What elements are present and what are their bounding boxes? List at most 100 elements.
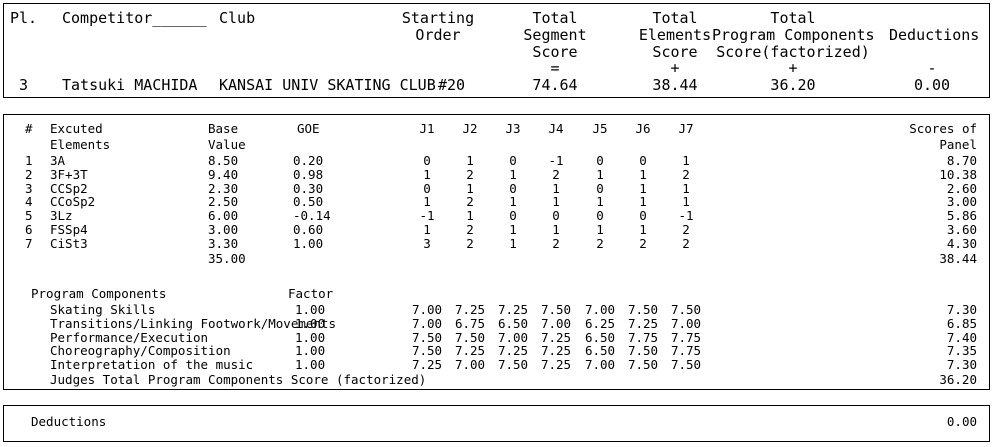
element-judge-score-j5: 0 <box>596 208 604 224</box>
element-judge-score-j6: 0 <box>639 208 647 224</box>
tes-label-3: Score <box>652 43 698 61</box>
program-component-judge-score-j5: 7.00 <box>584 357 616 373</box>
program-component-judge-score-j5: 6.50 <box>584 343 616 359</box>
element-judge-score-j2: 1 <box>466 208 474 224</box>
program-component-judge-score-j4: 7.00 <box>540 315 572 331</box>
element-panel-score: 10.38 <box>939 166 977 182</box>
program-component-judge-score-j7: 7.50 <box>670 357 702 373</box>
element-judge-score-j3: 1 <box>509 166 517 182</box>
element-number: 1 <box>25 153 33 168</box>
program-component-judge-score-j4: 7.25 <box>540 343 572 359</box>
element-goe: 0.30 <box>293 180 324 196</box>
program-component-judge-score-j1: 7.00 <box>411 302 443 317</box>
program-component-name: Skating Skills <box>50 302 156 317</box>
element-judge-score-j5: 0 <box>596 180 604 196</box>
program-component-judge-score-j6: 7.50 <box>627 357 659 373</box>
judges-total-pcs-label: Judges Total Program Components Score (f… <box>50 372 427 387</box>
program-component-name: Performance/Execution <box>50 329 209 345</box>
element-judge-score-j4: -1 <box>548 153 564 168</box>
deductions-box-label: Deductions <box>31 414 107 429</box>
element-base-value: 2.50 <box>208 194 239 210</box>
program-component-judge-score-j7: 7.00 <box>670 315 702 331</box>
element-judge-score-j7: 2 <box>682 235 690 251</box>
program-component-judge-score-j5: 6.50 <box>584 329 616 345</box>
pcs-label-3: Score(factorized) <box>716 43 870 61</box>
element-judge-score-j6: 1 <box>639 180 647 196</box>
program-component-factor: 1.00 <box>295 343 326 359</box>
element-judge-score-j4: 1 <box>552 194 560 210</box>
element-judge-score-j3: 0 <box>509 153 517 168</box>
place-label: Pl. <box>10 9 38 27</box>
element-number: 7 <box>25 235 33 251</box>
element-goe: -0.14 <box>293 208 331 224</box>
competitor-label: Competitor______ <box>62 9 207 27</box>
element-number: 6 <box>25 222 33 237</box>
base-value-total: 35.00 <box>208 251 246 266</box>
tss-label-1: Total <box>532 9 578 27</box>
pcs-label-1: Total <box>770 9 816 27</box>
program-components-title: Program Components <box>31 286 167 301</box>
element-code: CCoSp2 <box>50 194 96 210</box>
element-judge-score-j6: 2 <box>639 235 647 251</box>
scores-of-panel-header-1: Scores of <box>909 121 977 136</box>
element-judge-score-j7: 2 <box>682 222 690 237</box>
deductions-minus-sign: - <box>927 59 937 77</box>
program-component-panel-score: 7.30 <box>946 357 977 373</box>
element-code: FSSp4 <box>50 222 88 237</box>
element-judge-score-j2: 2 <box>466 166 474 182</box>
element-code: 3A <box>50 153 66 168</box>
tss-label-3: Score <box>532 43 578 61</box>
element-judge-score-j4: 0 <box>552 208 560 224</box>
element-judge-score-j5: 1 <box>596 166 604 182</box>
program-component-judge-score-j6: 7.75 <box>627 329 659 345</box>
element-judge-score-j5: 1 <box>596 222 604 237</box>
element-judge-score-j3: 1 <box>509 222 517 237</box>
program-component-judge-score-j2: 7.00 <box>454 357 486 373</box>
element-code: CCSp2 <box>50 180 88 196</box>
elements-score-total: 38.44 <box>939 251 977 266</box>
element-judge-score-j1: 1 <box>423 194 431 210</box>
program-component-judge-score-j3: 7.25 <box>497 343 529 359</box>
goe-header: GOE <box>297 121 320 136</box>
program-component-judge-score-j1: 7.25 <box>411 357 443 373</box>
judge-header-2: J2 <box>462 121 478 136</box>
base-value-header-1: Base <box>208 121 239 136</box>
program-component-panel-score: 6.85 <box>946 315 977 331</box>
program-component-factor: 1.00 <box>295 315 326 331</box>
executed-elements-header-2: Elements <box>50 137 111 152</box>
element-judge-score-j2: 2 <box>466 222 474 237</box>
pcs-label-2: Program Components <box>712 26 875 44</box>
judges-total-pcs-value: 36.20 <box>939 372 977 387</box>
tes-label-2: Elements <box>638 26 712 44</box>
deductions-label: Deductions <box>889 26 980 44</box>
element-judge-score-j6: 1 <box>639 222 647 237</box>
factor-header: Factor <box>288 286 334 301</box>
element-judge-score-j7: -1 <box>678 208 694 224</box>
element-base-value: 9.40 <box>208 166 239 182</box>
element-judge-score-j1: -1 <box>419 208 435 224</box>
program-component-judge-score-j7: 7.50 <box>670 302 702 317</box>
element-panel-score: 3.60 <box>946 222 977 237</box>
program-component-judge-score-j3: 7.50 <box>497 357 529 373</box>
element-base-value: 3.00 <box>208 222 239 237</box>
program-component-judge-score-j1: 7.00 <box>411 315 443 331</box>
program-component-judge-score-j7: 7.75 <box>670 343 702 359</box>
program-component-judge-score-j4: 7.50 <box>540 302 572 317</box>
deductions-box <box>3 405 990 442</box>
program-component-judge-score-j6: 7.50 <box>627 343 659 359</box>
summary-box <box>3 3 990 98</box>
element-judge-score-j2: 1 <box>466 180 474 196</box>
deductions-value: 0.00 <box>913 76 951 94</box>
element-panel-score: 4.30 <box>946 235 977 251</box>
total-pcs: 36.20 <box>770 76 816 94</box>
program-component-judge-score-j2: 6.75 <box>454 315 486 331</box>
program-component-judge-score-j7: 7.75 <box>670 329 702 345</box>
tss-label-2: Segment <box>523 26 587 44</box>
judge-header-3: J3 <box>505 121 521 136</box>
element-panel-score: 2.60 <box>946 180 977 196</box>
total-elements-score: 38.44 <box>652 76 698 94</box>
element-judge-score-j6: 0 <box>639 153 647 168</box>
club-label: Club <box>219 9 256 27</box>
place-value: 3 <box>19 76 29 94</box>
element-judge-score-j4: 2 <box>552 166 560 182</box>
